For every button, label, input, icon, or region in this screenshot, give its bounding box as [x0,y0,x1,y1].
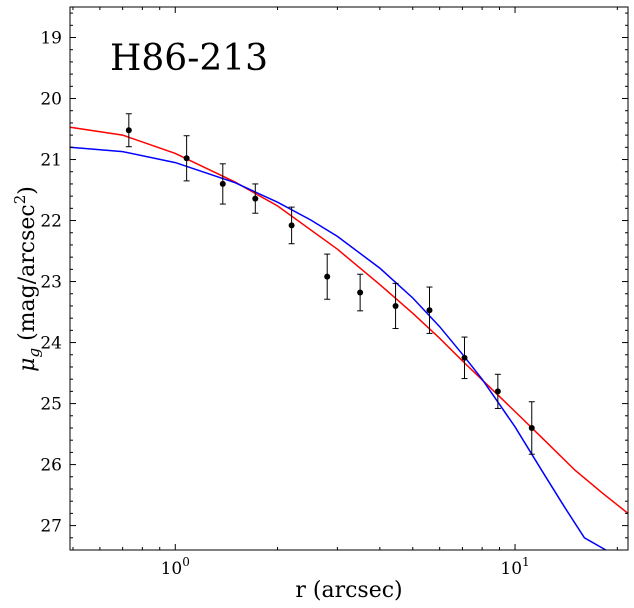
series-layer [70,126,628,550]
data-point [183,155,190,162]
plot-area [70,7,628,550]
chart-title: H86-213 [110,38,268,79]
y-tick-label: 25 [40,395,62,415]
y-tick-label: 23 [40,273,62,293]
y-axis-label-symbol: μ [15,358,40,372]
x-tick-label-exponent: 1 [522,555,530,569]
data-point [528,424,535,431]
y-tick-label: 27 [40,517,62,537]
y-axis-label-units: (mag/arcsec [15,204,40,348]
x-tick-label-base: 10 [161,559,183,579]
points-layer [125,113,535,455]
x-axis-label: r (arcsec) [295,578,402,603]
plot-frame [69,6,629,551]
y-tick-label: 24 [40,334,62,354]
data-point [288,222,295,229]
x-tick-label-exponent: 0 [182,555,190,569]
data-point [219,180,226,187]
data-point [125,127,132,134]
y-tick-label: 22 [40,212,62,232]
data-point [252,195,259,202]
y-axis-label-subscript: g [25,348,43,358]
y-axis-label-superscript: 2 [11,195,29,205]
data-point [461,354,468,361]
y-axis-label-close: ) [15,186,40,195]
data-point [426,307,433,314]
x-tick-label-base: 10 [500,559,522,579]
data-point [392,302,399,309]
series-line-1 [70,146,607,550]
y-axis-label: μg (mag/arcsec2) [11,186,43,372]
data-point [357,289,364,296]
x-tick-label: 100 [161,555,190,579]
y-tick-label: 21 [40,151,62,171]
y-tick-label: 20 [40,90,62,110]
data-point [494,388,501,395]
data-point [324,273,331,280]
x-tick-label: 101 [500,555,529,579]
series-line-0 [70,126,628,514]
y-tick-label: 19 [40,29,62,49]
y-tick-label: 26 [40,456,62,476]
